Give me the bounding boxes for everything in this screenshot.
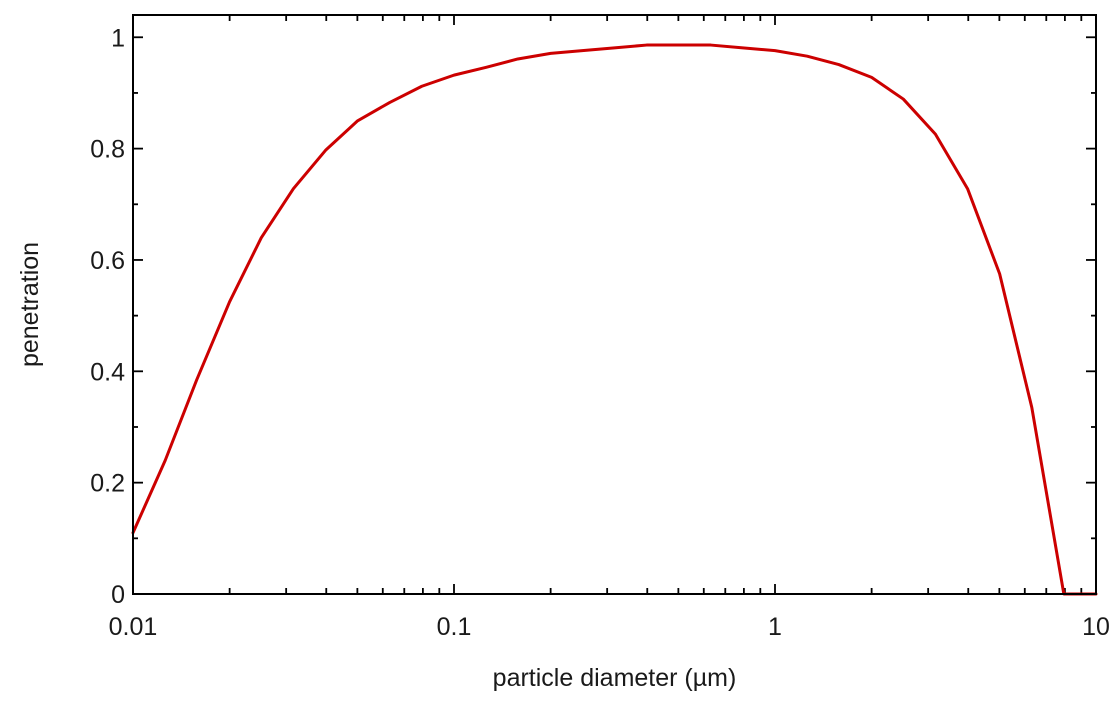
- y-tick-label: 1: [111, 24, 125, 52]
- x-tick-label: 0.01: [109, 613, 158, 641]
- series-layer: [131, 43, 1098, 596]
- axis-ticks: [132, 15, 1097, 595]
- tick-labels: 0.01 0.1 1 10 0 0.2 0.4 0.6 0.8 1: [90, 24, 1110, 641]
- x-tick-label: 10: [1082, 613, 1110, 641]
- y-tick-label: 0.6: [90, 247, 125, 275]
- y-tick-label: 0.4: [90, 358, 125, 386]
- y-tick-label: 0: [111, 581, 125, 609]
- penetration-line: [131, 43, 1098, 596]
- x-tick-label: 0.1: [437, 613, 472, 641]
- y-tick-label: 0.8: [90, 136, 125, 164]
- plot-frame: [132, 14, 1097, 595]
- y-axis-title: penetration: [16, 242, 44, 367]
- x-tick-label: 1: [768, 613, 782, 641]
- x-axis-title: particle diameter (µm): [493, 664, 737, 692]
- y-tick-label: 0.2: [90, 470, 125, 498]
